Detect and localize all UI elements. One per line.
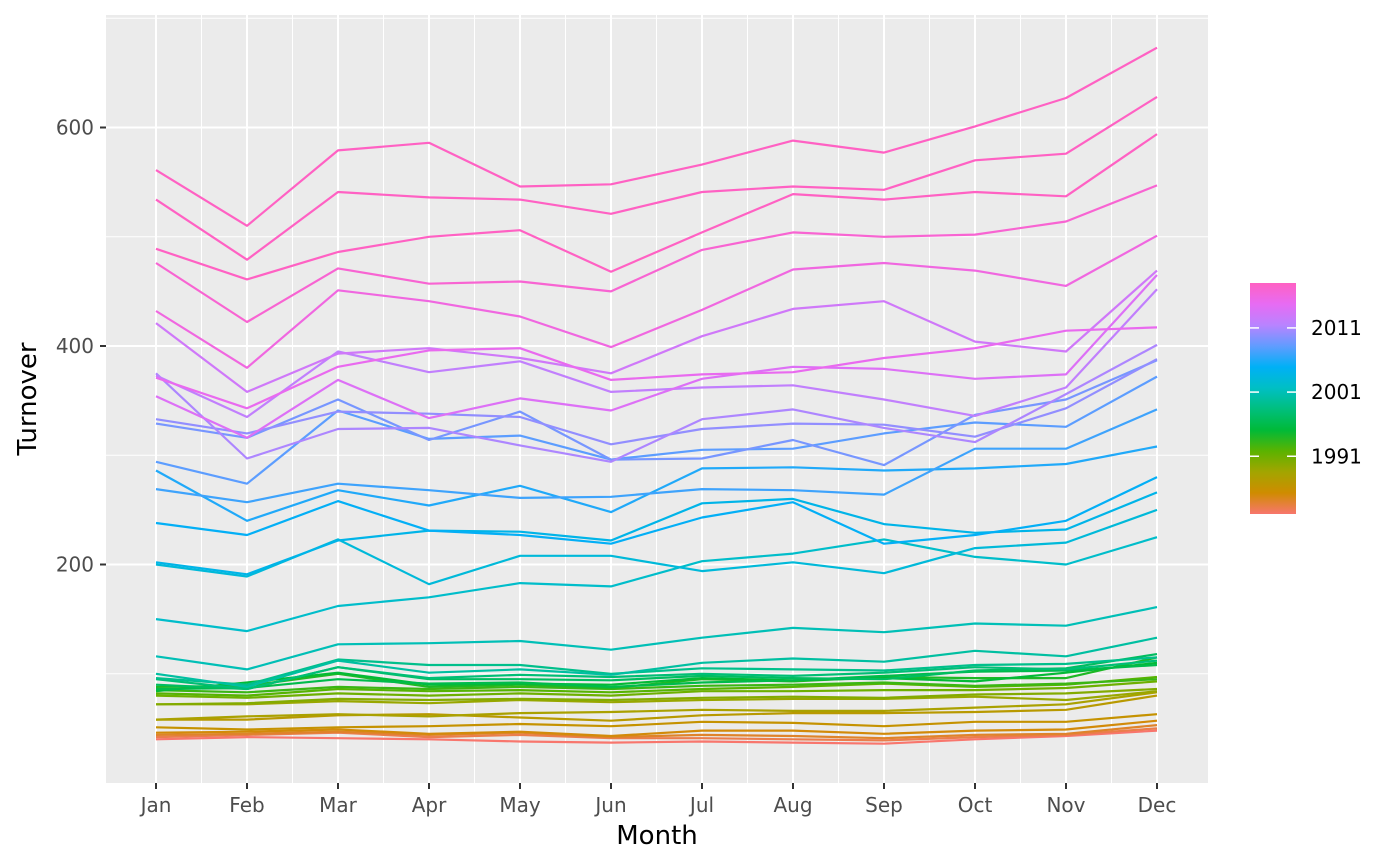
series-line-2013 bbox=[155, 269, 1158, 393]
series-lines bbox=[155, 46, 1158, 745]
series-line-1988 bbox=[155, 691, 1158, 721]
colorbar-ticks: 2011 2001 1991 bbox=[1250, 316, 1362, 468]
series-line-2002 bbox=[155, 536, 1158, 633]
x-tick-label: Jun bbox=[593, 793, 626, 817]
x-tick-label: Apr bbox=[412, 793, 447, 817]
series-line-1984 bbox=[155, 724, 1158, 740]
series-line-1986 bbox=[155, 713, 1158, 731]
x-tick-label: Feb bbox=[229, 793, 264, 817]
series-line-1987 bbox=[156, 694, 1158, 722]
series-line-1999 bbox=[155, 656, 1158, 686]
y-axis-title: Turnover bbox=[13, 342, 43, 456]
major-grid bbox=[106, 15, 1208, 783]
series-line-2000 bbox=[155, 636, 1158, 689]
legend-label: 2011 bbox=[1311, 316, 1362, 340]
series-line-1982 bbox=[155, 729, 1158, 745]
x-tick-label: Mar bbox=[319, 793, 358, 817]
series-line-1985 bbox=[155, 719, 1158, 738]
x-tick-label: May bbox=[499, 793, 541, 817]
x-tick-label: Oct bbox=[958, 793, 993, 817]
series-line-2007 bbox=[155, 408, 1158, 504]
series-line-1990 bbox=[155, 687, 1158, 706]
y-axis: 200 400 600 bbox=[56, 116, 106, 577]
series-line-2015 bbox=[155, 326, 1158, 410]
x-axis-title: Month bbox=[616, 821, 698, 851]
x-tick-label: Jan bbox=[139, 793, 172, 817]
series-line-1998 bbox=[155, 659, 1158, 691]
series-line-2001 bbox=[155, 606, 1158, 671]
series-line-1995 bbox=[155, 661, 1158, 693]
series-line-2011 bbox=[155, 343, 1158, 463]
series-line-1989 bbox=[156, 690, 1158, 706]
colorbar-legend: 2011 2001 1991 bbox=[1250, 283, 1362, 514]
x-tick-label: Dec bbox=[1138, 793, 1177, 817]
colorbar bbox=[1250, 283, 1296, 514]
series-line-2018 bbox=[155, 133, 1158, 281]
x-tick-label: Aug bbox=[773, 793, 812, 817]
series-line-2020 bbox=[155, 46, 1158, 227]
y-tick-label: 200 bbox=[56, 553, 94, 577]
series-line-1993 bbox=[155, 678, 1158, 694]
series-line-2014 bbox=[155, 274, 1158, 439]
series-line-2016 bbox=[155, 234, 1158, 369]
series-line-2012 bbox=[155, 288, 1158, 419]
y-tick-label: 600 bbox=[56, 116, 94, 140]
legend-label: 2001 bbox=[1311, 380, 1362, 404]
x-tick-label: Nov bbox=[1046, 793, 1085, 817]
y-tick-label: 400 bbox=[56, 334, 94, 358]
x-tick-label: Sep bbox=[865, 793, 903, 817]
x-tick-label: Jul bbox=[688, 793, 714, 817]
series-line-2019 bbox=[155, 95, 1158, 261]
x-axis: Jan Feb Mar Apr May Jun Jul Aug Sep Oct Nov Dec bbox=[139, 783, 1177, 817]
series-line-2008 bbox=[155, 375, 1158, 485]
series-line-2006 bbox=[155, 445, 1158, 522]
series-line-2017 bbox=[155, 184, 1158, 324]
series-line-1996 bbox=[155, 663, 1158, 691]
series-line-2005 bbox=[155, 476, 1158, 545]
series-line-1991 bbox=[155, 680, 1158, 699]
legend-label: 1991 bbox=[1311, 444, 1362, 468]
series-line-2010 bbox=[155, 358, 1158, 446]
